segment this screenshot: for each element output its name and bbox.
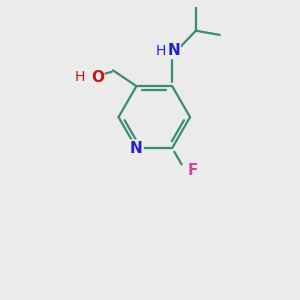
Text: O: O	[91, 70, 104, 85]
Text: N: N	[167, 44, 180, 59]
Text: F: F	[187, 163, 198, 178]
Text: H: H	[75, 70, 85, 84]
Text: H: H	[156, 44, 166, 58]
Text: N: N	[130, 141, 143, 156]
